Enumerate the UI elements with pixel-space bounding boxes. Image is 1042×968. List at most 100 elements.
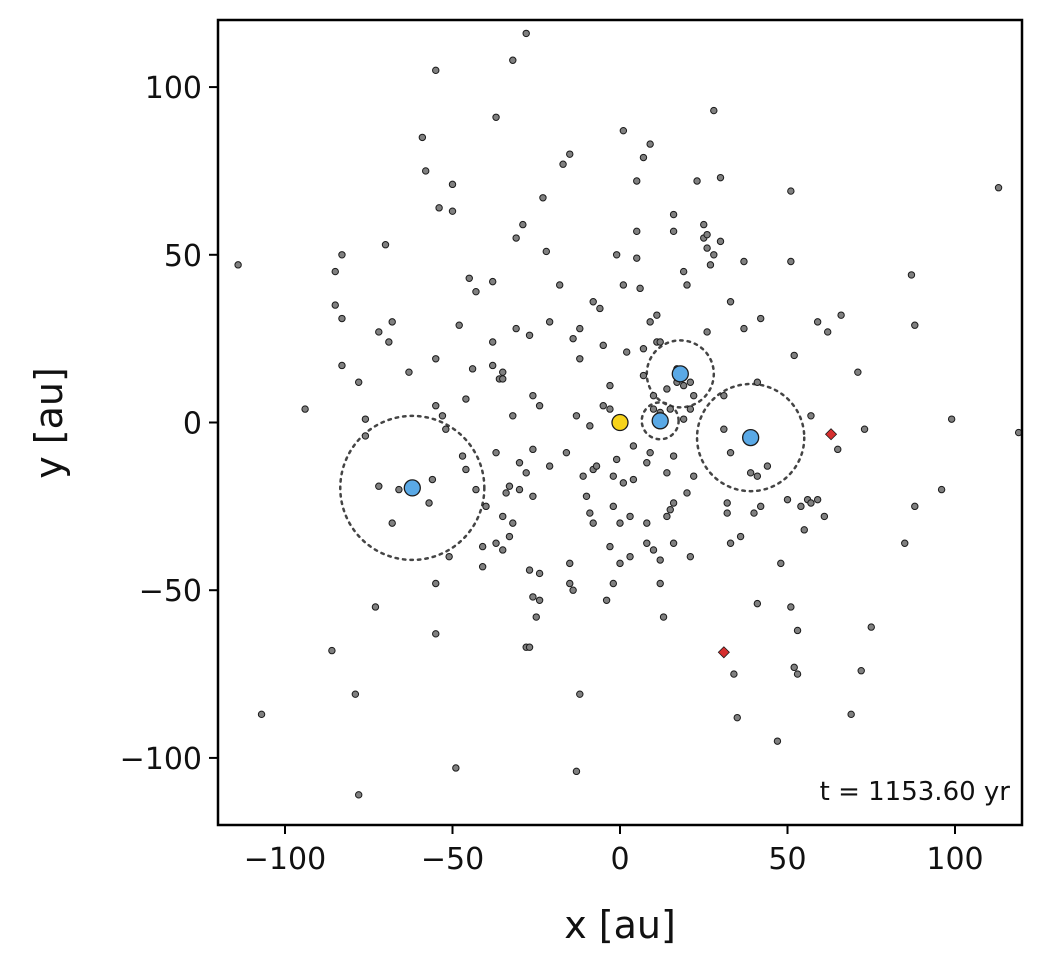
- time-annotation: t = 1153.60 yr: [820, 777, 1011, 807]
- y-tick-label: 100: [145, 71, 202, 106]
- particle-point: [432, 579, 440, 588]
- particle-point: [331, 301, 339, 309]
- particle-point: [753, 378, 762, 386]
- particle-point: [683, 281, 691, 289]
- highlighted-particle-point: [717, 646, 730, 659]
- particle-point: [690, 391, 698, 400]
- particle-point: [566, 559, 574, 568]
- particle-point: [837, 311, 845, 319]
- particle-point: [234, 261, 242, 269]
- particle-point: [703, 328, 711, 336]
- particle-point: [679, 415, 688, 423]
- particle-point: [492, 448, 500, 457]
- particle-point: [405, 368, 413, 376]
- particle-point: [545, 462, 554, 470]
- particle-point: [690, 472, 698, 480]
- y-tick-label: 0: [183, 407, 202, 442]
- particle-point: [478, 542, 487, 551]
- particle-point: [489, 338, 497, 346]
- particle-point: [669, 210, 678, 219]
- particle-point: [706, 261, 715, 269]
- particle-point: [860, 425, 869, 433]
- particle-point: [773, 737, 782, 745]
- particle-point: [663, 512, 671, 521]
- particle-point: [726, 448, 735, 457]
- particle-point: [797, 502, 805, 511]
- particle-point: [589, 519, 597, 527]
- particle-point: [733, 713, 741, 722]
- particle-point: [375, 482, 383, 490]
- particle-point: [542, 247, 550, 256]
- particle-point: [683, 489, 691, 497]
- particle-point: [606, 405, 614, 413]
- particle-point: [606, 542, 614, 551]
- particle-point: [947, 415, 956, 423]
- particle-point: [381, 241, 390, 249]
- particle-point: [472, 287, 480, 296]
- particle-point: [723, 509, 731, 517]
- particle-point: [435, 204, 443, 212]
- particle-point: [539, 194, 547, 202]
- particle-point: [669, 539, 678, 547]
- particle-point: [509, 412, 517, 420]
- star-point: [611, 413, 629, 432]
- particle-point: [720, 391, 728, 400]
- particle-point: [633, 227, 641, 236]
- particle-point: [616, 559, 624, 568]
- ticks-layer: −100 −50 0 50 100 −100 −50 0 50 100: [120, 71, 984, 877]
- particle-point: [592, 462, 601, 470]
- particle-point: [726, 298, 735, 306]
- particle-point: [515, 485, 524, 494]
- particle-point: [793, 670, 802, 678]
- particle-point: [633, 254, 641, 262]
- highlighted-particle-point: [824, 428, 838, 441]
- particle-point: [338, 314, 346, 323]
- particle-point: [686, 405, 695, 413]
- particle-point: [649, 546, 658, 554]
- particle-point: [535, 569, 544, 578]
- particle-point: [693, 177, 701, 185]
- particle-point: [726, 539, 735, 547]
- particle-point: [663, 385, 671, 393]
- particle-point: [351, 690, 360, 698]
- marks-layer: [234, 29, 1022, 799]
- particle-point: [619, 281, 628, 289]
- particle-point: [448, 207, 457, 215]
- particle-point: [572, 767, 581, 776]
- particle-point: [820, 512, 829, 521]
- particle-point: [686, 378, 695, 386]
- particle-point: [482, 502, 490, 511]
- particle-point: [432, 630, 440, 638]
- particle-point: [633, 177, 641, 185]
- particle-point: [529, 445, 537, 454]
- particle-point: [556, 281, 564, 289]
- particle-point: [629, 442, 638, 450]
- particle-point: [757, 314, 765, 323]
- x-tick-label: 0: [610, 842, 629, 877]
- particle-point: [994, 184, 1003, 192]
- particle-point: [757, 502, 765, 511]
- particle-point: [720, 425, 728, 433]
- particle-point: [525, 331, 534, 339]
- particle-point: [576, 690, 584, 698]
- particle-point: [522, 469, 530, 477]
- particle-point: [646, 318, 654, 326]
- particle-point: [867, 623, 875, 631]
- particle-point: [535, 402, 544, 410]
- particle-point: [599, 402, 607, 410]
- particle-point: [257, 710, 266, 719]
- planet-radius-circle-4: [695, 382, 806, 493]
- particle-point: [532, 613, 540, 621]
- particle-point: [525, 643, 534, 651]
- particle-point: [375, 328, 383, 336]
- particle-point: [572, 412, 581, 420]
- y-tick-label: −50: [139, 574, 202, 609]
- particle-point: [787, 187, 795, 195]
- particle-point: [911, 321, 919, 329]
- particle-point: [656, 338, 664, 346]
- particle-point: [418, 133, 427, 142]
- particle-point: [602, 596, 611, 604]
- particle-point: [609, 579, 617, 588]
- particle-point: [438, 412, 447, 420]
- particle-point: [589, 298, 597, 306]
